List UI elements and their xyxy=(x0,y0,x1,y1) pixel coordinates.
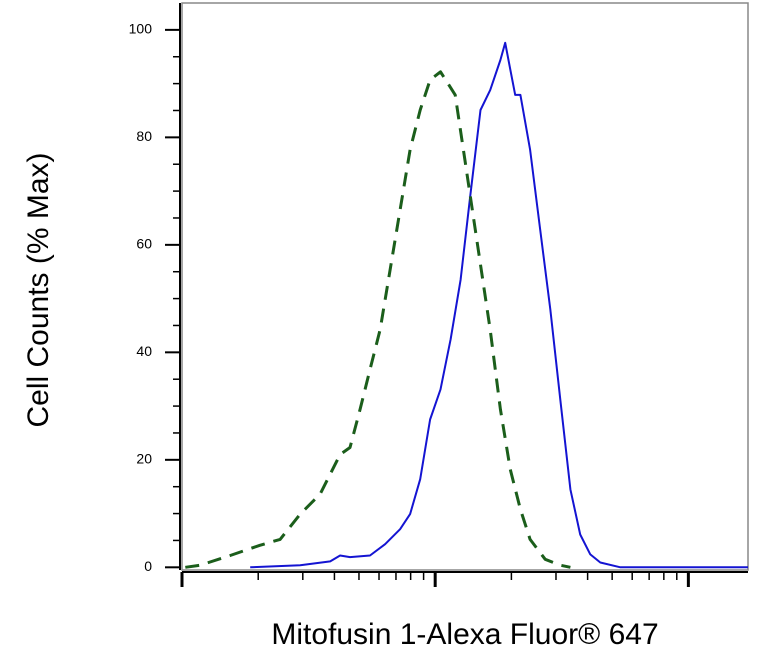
y-tick-label: 80 xyxy=(136,128,152,144)
y-tick-label: 0 xyxy=(144,558,152,574)
y-tick-label: 100 xyxy=(129,21,153,37)
y-axis-label: Cell Counts (% Max) xyxy=(22,152,55,427)
histogram-line xyxy=(250,41,748,569)
plot-frame xyxy=(181,2,749,571)
y-tick-label: 60 xyxy=(136,236,152,252)
x-axis-label: Mitofusin 1-Alexa Fluor® 647 xyxy=(271,618,658,651)
y-tick-label: 20 xyxy=(136,451,152,467)
histogram-line xyxy=(185,70,571,569)
y-tick-label: 40 xyxy=(136,343,152,359)
